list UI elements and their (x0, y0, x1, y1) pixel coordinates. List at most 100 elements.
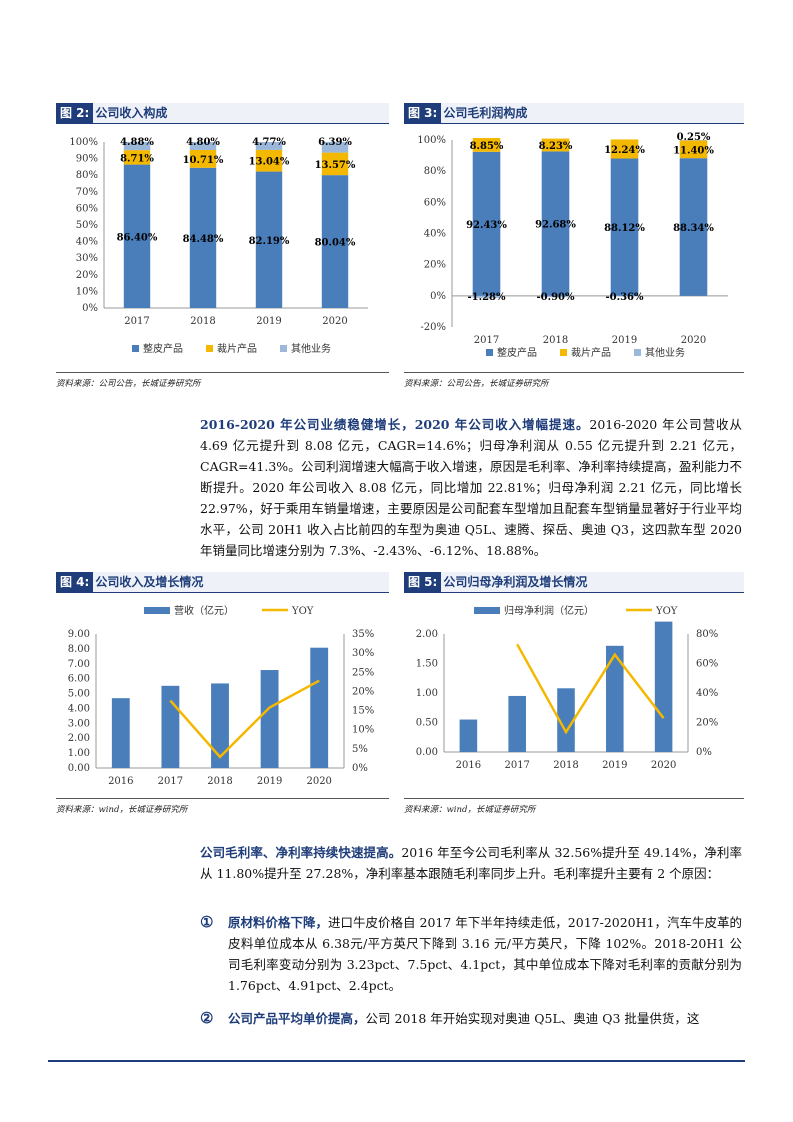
revenue-bar (557, 688, 575, 752)
yoy-line (516, 643, 665, 735)
legend-label: 裁片产品 (571, 346, 611, 359)
y-tick-label: 80% (424, 166, 446, 177)
x-tick-label: 2016 (456, 760, 481, 771)
x-tick-label: 2020 (651, 760, 676, 771)
x-tick-label: 2019 (612, 335, 637, 346)
y-tick-label-right: 30% (352, 648, 374, 659)
bar-segment (321, 142, 349, 153)
data-label: 82.19% (249, 236, 290, 247)
x-tick-label: 2017 (504, 760, 529, 771)
y-tick-label: 50% (76, 220, 98, 231)
legend-label: 其他业务 (645, 346, 685, 359)
x-tick-label: 2020 (306, 776, 331, 787)
y-tick-label-left: 1.00 (416, 688, 438, 699)
y-tick-label-right: 40% (696, 688, 718, 699)
bullet-2-number: ② (200, 1009, 214, 1027)
fig3-chart: 100% 80% 60% 40% 20% 0% -20% 92.43% 8.85% -1.28% 2… (417, 132, 728, 359)
data-label: 13.57% (315, 160, 356, 171)
fig5-label: 图 5: (404, 572, 442, 592)
legend-label-line: YOY (291, 606, 314, 617)
y-tick-label-left: 1.00 (68, 748, 90, 759)
y-tick-label-left: 2.00 (68, 733, 90, 744)
y-tick-label: 0% (82, 303, 98, 314)
bar-segment (321, 152, 349, 176)
legend-label: 整皮产品 (497, 346, 537, 359)
bullet-2: ② 公司产品平均单价提高，公司 2018 年开始实现对奥迪 Q5L、奥迪 Q3 … (200, 1008, 742, 1029)
bar-segment (255, 142, 283, 150)
y-tick-label-right: 15% (352, 706, 374, 717)
legend-swatch (634, 349, 641, 356)
y-tick-label: 10% (76, 286, 98, 297)
y-tick-label-right: 5% (352, 744, 368, 755)
y-tick-label-left: 2.00 (416, 629, 438, 640)
fig2-source: 资料来源：公司公告，长城证券研究所 (56, 379, 201, 389)
legend-label-bar: 归母净利润（亿元） (504, 604, 594, 617)
paragraph-margin-growth-lead: 公司毛利率、净利率持续快速提高。 (200, 845, 402, 860)
data-label: 92.43% (466, 220, 507, 231)
fig3-label: 图 3: (404, 103, 442, 123)
legend-swatch (486, 349, 493, 356)
data-label: 8.23% (539, 141, 573, 152)
data-label: 13.04% (249, 157, 290, 168)
y-tick-label-right: 25% (352, 667, 374, 678)
fig4-label: 图 4: (56, 572, 94, 592)
fig4-title: 公司收入及增长情况 (95, 575, 204, 589)
y-tick-label: 30% (76, 253, 98, 264)
bullet-2-lead: 公司产品平均单价提高， (228, 1011, 366, 1026)
paragraph-margin-growth: 公司毛利率、净利率持续快速提高。2016 年至今公司毛利率从 32.56%提升至… (200, 842, 742, 884)
bullet-1-body: 进口牛皮价格自 2017 年下半年持续走低，2017-2020H1，汽车牛皮革的… (228, 915, 742, 993)
yoy-line (169, 679, 320, 759)
bar-segment (189, 142, 217, 150)
bar-segment (610, 139, 639, 159)
y-tick-label: 20% (424, 260, 446, 271)
data-label: 8.85% (470, 141, 504, 152)
bar-segment (255, 149, 283, 172)
bar-segment (679, 158, 708, 296)
legend-swatch-bar (144, 607, 170, 614)
legend-swatch (560, 349, 567, 356)
revenue-bar (310, 647, 329, 768)
y-tick-label-left: 0.00 (68, 763, 90, 774)
bullet-1: ① 原材料价格下降，进口牛皮价格自 2017 年下半年持续走低，2017-202… (200, 912, 742, 996)
revenue-bar (161, 685, 180, 768)
bar-segment (541, 151, 570, 296)
fig2-header: 图 2: 公司收入构成 (56, 103, 389, 124)
revenue-bar (260, 670, 279, 768)
paragraph-revenue-growth: 2016-2020 年公司业绩稳健增长，2020 年公司收入增幅提速。2016-… (200, 414, 742, 561)
fig5-source: 资料来源：wind，长城证券研究所 (404, 805, 536, 815)
fig5-header: 图 5: 公司归母净利润及增长情况 (404, 572, 744, 593)
x-tick-label: 2019 (602, 760, 627, 771)
y-tick-label: 100% (417, 135, 446, 146)
bar-segment (189, 167, 217, 308)
legend-label-bar: 营收（亿元） (174, 604, 234, 617)
data-label: 92.68% (535, 220, 576, 231)
y-tick-label-left: 1.50 (416, 659, 438, 670)
bar-segment (189, 149, 217, 168)
revenue-bar (606, 645, 624, 752)
y-tick-label: 0% (430, 291, 446, 302)
y-tick-label: -20% (420, 322, 446, 333)
y-tick-label-right: 80% (696, 629, 718, 640)
paragraph-revenue-growth-lead: 2016-2020 年公司业绩稳健增长，2020 年公司收入增幅提速。 (200, 417, 590, 432)
revenue-bar (508, 695, 526, 752)
x-tick-label: 2020 (322, 316, 347, 327)
fig5-title: 公司归母净利润及增长情况 (443, 575, 588, 589)
y-tick-label-left: 6.00 (68, 674, 90, 685)
fig5-chart: 2.00 1.50 1.00 0.50 0.00 80% 60% 40% 20% 0% 2016 20… (416, 604, 719, 771)
y-tick-label: 60% (424, 197, 446, 208)
y-tick-label: 80% (76, 170, 98, 181)
revenue-bar (111, 698, 130, 768)
revenue-bar (459, 719, 478, 752)
bar-segment (123, 150, 151, 165)
data-label: -0.90% (536, 292, 575, 303)
legend-label: 其他业务 (291, 342, 331, 355)
bullet-2-body: 公司 2018 年开始实现对奥迪 Q5L、奥迪 Q3 批量供货，这 (365, 1011, 700, 1026)
x-tick-label: 2020 (681, 335, 706, 346)
fig2-source-rule (56, 372, 389, 373)
data-label: 8.71% (120, 153, 154, 164)
y-tick-label-right: 0% (352, 763, 368, 774)
paragraph-margin-growth-body: 2016 年至今公司毛利率从 32.56%提升至 49.14%，净利率从 11.… (200, 845, 742, 881)
paragraph-revenue-growth-body: 2016-2020 年公司营收从 4.69 亿元提升到 8.08 亿元，CAGR… (200, 417, 742, 558)
data-label: 88.12% (604, 223, 645, 234)
revenue-bar (211, 683, 229, 768)
